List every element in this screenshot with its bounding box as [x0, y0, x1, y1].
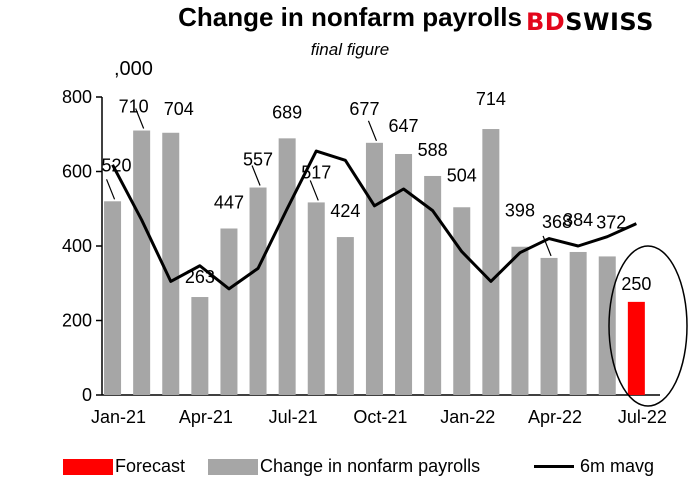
bar — [162, 132, 180, 395]
bar — [191, 297, 209, 395]
bar — [365, 142, 383, 395]
data-label: 520 — [102, 155, 132, 175]
data-label: 588 — [418, 140, 448, 160]
data-label: 710 — [119, 97, 149, 117]
bar — [336, 237, 354, 395]
forecast-bar — [627, 301, 645, 395]
data-label: 372 — [596, 212, 626, 232]
bar — [278, 138, 296, 395]
data-label: 384 — [563, 210, 593, 230]
x-tick-label: Oct-21 — [353, 407, 407, 427]
data-label: 689 — [272, 102, 302, 122]
bar — [220, 228, 238, 395]
label-leader — [105, 179, 116, 200]
bar — [540, 257, 558, 395]
chart-subtitle: final figure — [310, 40, 390, 59]
bar — [395, 153, 413, 395]
x-tick-label: Jul-21 — [269, 407, 318, 427]
bar — [598, 256, 616, 395]
label-leader — [251, 165, 261, 186]
legend-swatch-forecast — [63, 458, 113, 475]
data-label: 447 — [214, 192, 244, 212]
bar — [424, 175, 442, 395]
highlight-ellipse — [608, 245, 688, 407]
data-label: 368 — [542, 212, 572, 232]
x-tick-label: Jan-22 — [440, 407, 495, 427]
label-leader — [135, 108, 145, 129]
legend-label-bars: Change in nonfarm payrolls — [260, 456, 481, 476]
data-label: 714 — [476, 89, 506, 109]
x-tick-label: Jan-21 — [91, 407, 146, 427]
legend-label-forecast: Forecast — [115, 456, 186, 476]
data-label: 704 — [164, 99, 194, 119]
bar — [511, 246, 529, 395]
unit-label: ,000 — [114, 58, 153, 80]
legend-item-line: 6m mavg — [534, 456, 654, 477]
data-label: 250 — [621, 274, 651, 294]
label-leader — [367, 120, 378, 142]
bar — [249, 187, 267, 395]
bar — [482, 129, 500, 395]
data-label: 398 — [505, 201, 535, 221]
y-tick-label: 600 — [62, 162, 92, 182]
label-leader — [542, 235, 552, 257]
data-label: 504 — [447, 165, 477, 185]
brand-logo: BDSWISS — [526, 8, 654, 36]
bar — [307, 202, 325, 395]
y-tick-label: 800 — [62, 87, 92, 107]
data-label: 263 — [185, 267, 215, 287]
x-tick-label: Apr-21 — [179, 407, 233, 427]
y-tick-label: 0 — [82, 385, 92, 405]
x-tick-label: Apr-22 — [528, 407, 582, 427]
data-label: 677 — [349, 99, 379, 119]
data-label: 424 — [330, 201, 360, 221]
legend-item-forecast: Forecast — [63, 456, 185, 477]
bar — [133, 130, 151, 395]
mavg-line — [111, 149, 637, 291]
legend: Forecast Change in nonfarm payrolls 6m m… — [0, 456, 700, 480]
legend-swatch-bars — [208, 458, 258, 475]
bar — [453, 207, 471, 395]
y-tick-label: 400 — [62, 236, 92, 256]
bar — [104, 201, 122, 395]
legend-item-bars: Change in nonfarm payrolls — [208, 456, 480, 477]
data-label: 517 — [301, 162, 331, 182]
legend-label-line: 6m mavg — [580, 456, 655, 476]
data-label: 557 — [243, 150, 273, 170]
chart-title: Change in nonfarm payrolls — [178, 2, 522, 32]
label-leader — [309, 180, 319, 201]
x-tick-label: Jul-22 — [618, 407, 667, 427]
data-label: 647 — [389, 116, 419, 136]
legend-swatch-line — [534, 465, 574, 468]
y-tick-label: 200 — [62, 311, 92, 331]
payrolls-chart: 0 200 400 600 800 520 710 704 263 447 557 689 517 424… — [62, 87, 688, 427]
bar — [569, 251, 587, 395]
